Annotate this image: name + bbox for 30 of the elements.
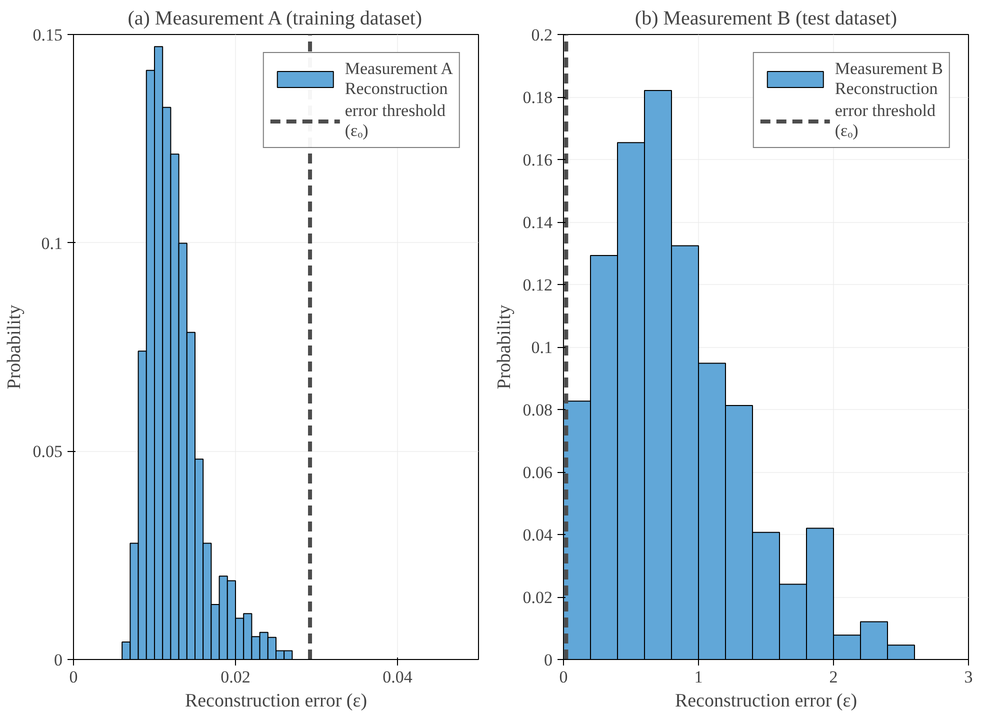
y-tick-label: 0.1: [531, 338, 552, 357]
y-tick-label: 0.1: [41, 234, 62, 253]
x-tick-label: 0: [559, 668, 568, 686]
ref-line-label: error threshold (εₒ): [834, 101, 936, 141]
y-tick-label: 0.14: [522, 213, 553, 232]
y-tick-label: 0.05: [32, 442, 62, 462]
y-tick-label: 0.16: [522, 150, 552, 170]
x-tick-label: 1: [694, 668, 703, 686]
x-tick-label: 2: [829, 668, 838, 686]
y-tick-label: 0.2: [531, 26, 552, 44]
x-tick-label: 3: [964, 668, 973, 686]
y-tick-label: 0.02: [522, 588, 552, 607]
chart-title: (a) Measurement A (training dataset): [128, 8, 422, 30]
x-tick-label: 0: [69, 668, 78, 686]
y-axis-title: Probability: [494, 304, 515, 390]
y-tick-label: 0.18: [522, 88, 552, 107]
x-axis-title: Reconstruction error (ε): [674, 690, 858, 712]
ref-line-label: error threshold (εₒ): [344, 101, 446, 141]
y-tick-label: 0: [54, 650, 62, 670]
y-tick-label: 0: [544, 650, 552, 670]
chart-title: (b) Measurement B (test dataset): [634, 8, 898, 30]
y-axis-title: Probability: [4, 304, 25, 390]
x-tick-label: 0.04: [382, 668, 413, 686]
y-tick-label: 0.15: [32, 26, 62, 44]
x-tick-label: 0.02: [220, 668, 250, 686]
y-tick-label: 0.04: [522, 526, 553, 544]
y-tick-label: 0.08: [522, 400, 552, 420]
x-axis-title: Reconstruction error (ε): [184, 690, 368, 712]
y-tick-label: 0.06: [522, 463, 552, 482]
y-tick-label: 0.12: [522, 276, 552, 294]
